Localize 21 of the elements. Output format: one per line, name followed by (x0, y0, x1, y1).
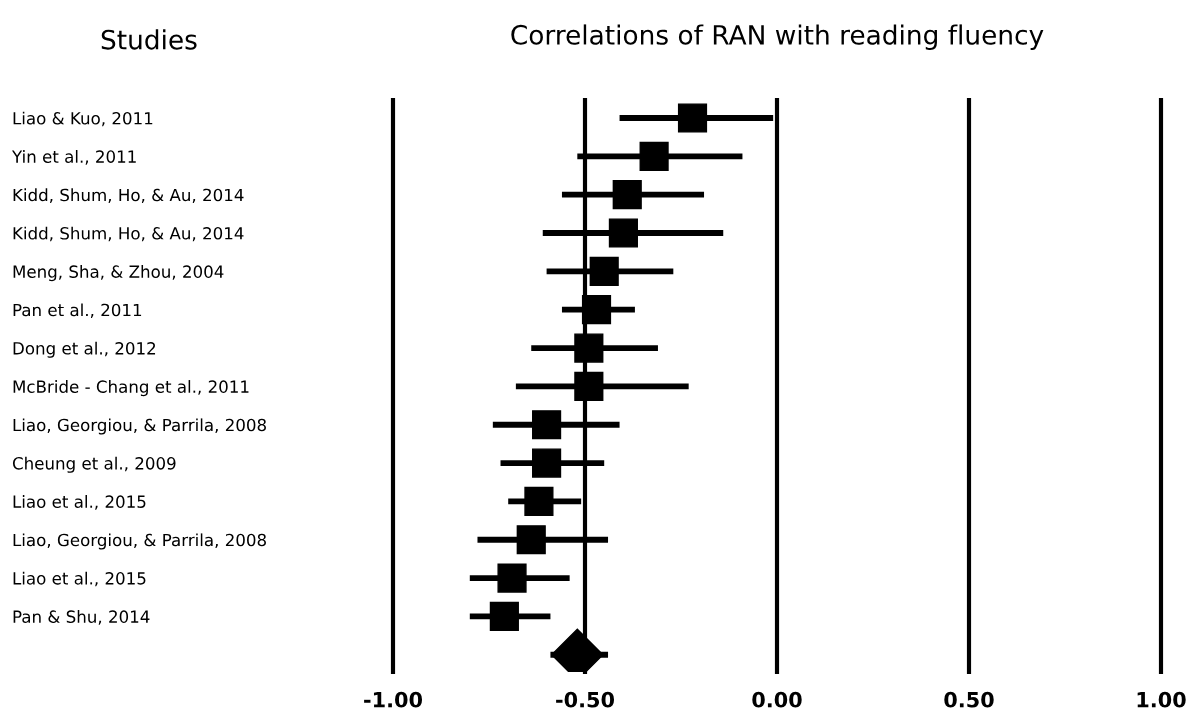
chart-title: Correlations of RAN with reading fluency (511, 24, 1044, 50)
y-tick-label: Liao et al., 2015 (13, 571, 146, 587)
y-tick-label: Cheung et al., 2009 (12, 456, 176, 473)
x-tick-label: 0.00 (752, 691, 802, 708)
y-tick-label: Pan & Shu, 2014 (13, 610, 150, 625)
y-tick-label: Liao, Georgiou, & Parrila, 2008 (13, 533, 266, 550)
x-tick-label: -0.50 (556, 691, 615, 708)
y-tick-label: Kidd, Shum, Ho, & Au, 2014 (13, 226, 244, 242)
y-tick-label: McBride - Chang et al., 2011 (13, 380, 249, 397)
x-tick-label: 1.00 (1137, 691, 1186, 708)
y-axis-title: Studies (101, 29, 197, 50)
y-tick-label: Liao & Kuo, 2011 (13, 111, 153, 127)
x-tick-label: -1.00 (364, 691, 423, 708)
y-tick-label: Meng, Sha, & Zhou, 2004 (13, 265, 224, 282)
y-tick-label: Pan et al., 2011 (13, 303, 142, 318)
y-tick-label: Liao et al., 2015 (13, 495, 146, 510)
y-tick-label: Yin et al., 2011 (11, 150, 136, 165)
y-tick-label: Kidd, Shum, Ho, & Au, 2014 (13, 188, 244, 203)
y-tick-label: Liao, Georgiou, & Parrila, 2008 (13, 418, 266, 435)
y-tick-label: Dong et al., 2012 (13, 341, 156, 358)
x-tick-label: 0.50 (944, 691, 994, 708)
